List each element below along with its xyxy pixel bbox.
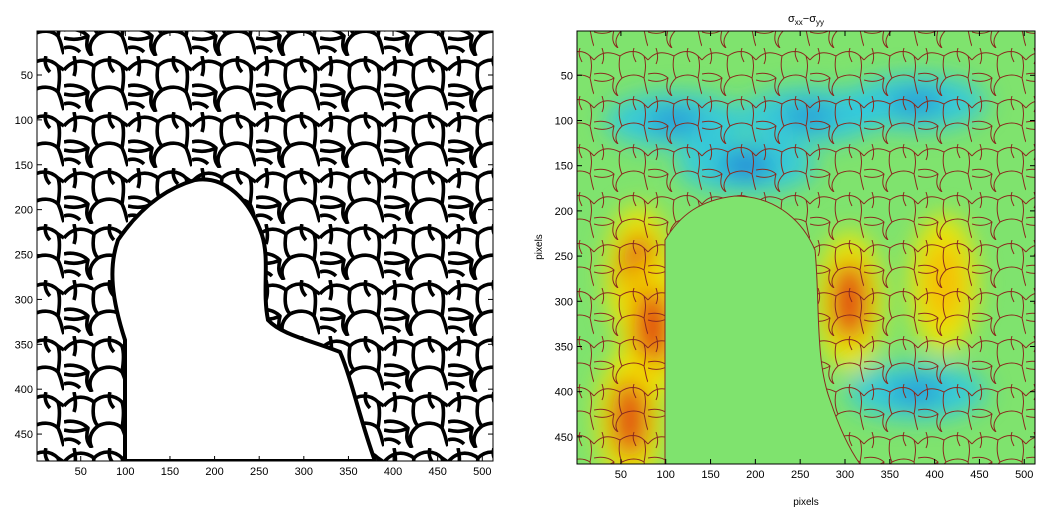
right-x-tick-label: 300 <box>836 469 854 481</box>
left-y-tick-label: 100 <box>15 115 33 127</box>
right-x-tick-label: 150 <box>701 469 719 481</box>
left-x-tick-label: 350 <box>339 466 357 478</box>
right-y-tick-label: 150 <box>555 161 573 173</box>
left-x-tick-label: 300 <box>295 466 313 478</box>
y-axis-label: pixels <box>534 234 545 260</box>
left-panel: 50 100 150 200 250 300 350 400 450 500 50 100 150 200… <box>15 31 493 478</box>
left-x-tick-label: 200 <box>205 466 223 478</box>
left-y-tick-label: 300 <box>15 294 33 306</box>
right-x-tick-label: 250 <box>791 469 809 481</box>
right-y-tick-label: 200 <box>555 206 573 218</box>
right-x-tick-label: 450 <box>970 469 988 481</box>
right-y-tick-label: 250 <box>555 251 573 263</box>
right-x-tick-label: 500 <box>1015 469 1033 481</box>
left-x-tick-label: 150 <box>161 466 179 478</box>
segmented-image <box>37 31 493 461</box>
right-panel: 50 100 150 200 250 300 350 400 450 500 50 100 150 200… <box>534 13 1035 507</box>
right-y-tick-label: 50 <box>561 70 573 82</box>
left-x-tick-label: 100 <box>116 466 134 478</box>
right-x-tick-label: 50 <box>615 469 627 481</box>
chart-title: σxx−σyy <box>788 13 824 27</box>
left-y-tick-label: 150 <box>15 160 33 172</box>
left-x-tick-label: 500 <box>473 466 491 478</box>
left-y-tick-label: 400 <box>15 384 33 396</box>
left-y-tick-label: 350 <box>15 339 33 351</box>
right-y-tick-label: 450 <box>555 432 573 444</box>
left-y-tick-label: 200 <box>15 205 33 217</box>
right-x-tick-label: 400 <box>925 469 943 481</box>
right-x-tick-label: 350 <box>881 469 899 481</box>
left-y-tick-label: 50 <box>21 70 33 82</box>
right-y-tick-label: 100 <box>555 115 573 127</box>
left-x-tick-label: 400 <box>384 466 402 478</box>
right-y-tick-label: 350 <box>555 341 573 353</box>
left-x-tick-label: 250 <box>250 466 268 478</box>
right-x-tick-label: 200 <box>746 469 764 481</box>
right-x-tick-label: 100 <box>657 469 675 481</box>
right-y-tick-label: 300 <box>555 296 573 308</box>
right-y-tick-label: 400 <box>555 387 573 399</box>
x-axis-label: pixels <box>793 497 819 507</box>
left-x-tick-label: 50 <box>75 466 87 478</box>
left-y-tick-label: 450 <box>15 429 33 441</box>
left-x-tick-label: 450 <box>428 466 446 478</box>
stress-heatmap <box>577 31 1035 489</box>
left-y-tick-label: 250 <box>15 250 33 262</box>
